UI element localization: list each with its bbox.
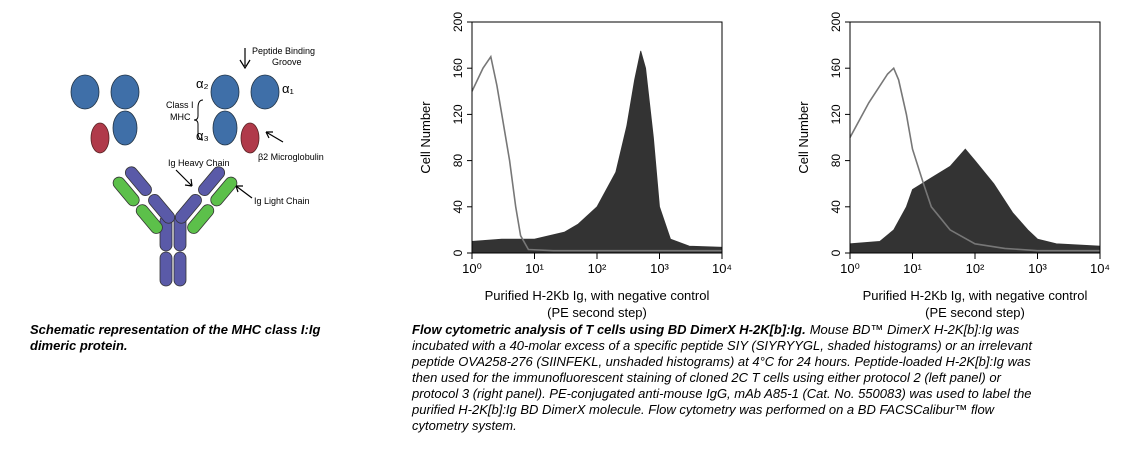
y-tick-label: 160 [829, 58, 843, 78]
y-tick-label: 120 [451, 104, 465, 124]
x-tick-label: 10² [588, 261, 607, 276]
x-axis-label: (PE second step) [925, 305, 1025, 320]
y-tick-label: 0 [451, 249, 465, 256]
unshaded-histogram [471, 54, 722, 252]
y-tick-label: 200 [451, 12, 465, 32]
label: α₁ [282, 81, 295, 96]
caption-body: Mouse BD™ DimerX H-2K[b]:Ig was incubate… [412, 322, 1032, 433]
shaded-histogram [849, 148, 1101, 254]
x-axis-label: Purified H-2Kb Ig, with negative control [485, 288, 710, 303]
label: Ig Light Chain [254, 196, 310, 206]
x-tick-label: 10⁰ [840, 261, 860, 276]
x-tick-label: 10³ [1028, 261, 1047, 276]
x-tick-label: 10² [966, 261, 985, 276]
caption: Schematic representation of the MHC clas… [30, 322, 321, 353]
label: Ig Heavy Chain [168, 158, 230, 168]
x-tick-label: 10⁰ [462, 261, 482, 276]
y-tick-label: 160 [451, 58, 465, 78]
x-axis-label: (PE second step) [547, 305, 647, 320]
label: Groove [272, 57, 302, 67]
x-axis-label: Purified H-2Kb Ig, with negative control [863, 288, 1088, 303]
y-tick-label: 0 [829, 249, 843, 256]
label: MHC [170, 112, 191, 122]
label: β2 Microglobulin [258, 152, 324, 162]
label: α₃ [196, 128, 209, 143]
caption: Flow cytometric analysis of T cells usin… [412, 322, 1037, 434]
x-tick-label: 10⁴ [1090, 261, 1110, 276]
label: α₂ [196, 76, 209, 91]
y-axis-label: Cell Number [796, 101, 811, 174]
y-tick-label: 40 [829, 200, 843, 214]
x-tick-label: 10³ [650, 261, 669, 276]
y-tick-label: 200 [829, 12, 843, 32]
label: Peptide Binding [252, 46, 315, 56]
label: Class I [166, 100, 194, 110]
y-axis-label: Cell Number [418, 101, 433, 174]
caption-title: Flow cytometric analysis of T cells usin… [412, 322, 806, 337]
shaded-histogram [471, 50, 723, 254]
x-tick-label: 10⁴ [712, 261, 732, 276]
x-tick-label: 10¹ [525, 261, 544, 276]
y-tick-label: 80 [829, 154, 843, 168]
y-tick-label: 120 [829, 104, 843, 124]
x-tick-label: 10¹ [903, 261, 922, 276]
unshaded-histogram [849, 66, 1100, 252]
y-tick-label: 40 [451, 200, 465, 214]
antibody-schematic: Peptide Binding Groove α₂ α₁ Class I MHC… [70, 46, 324, 287]
y-tick-label: 80 [451, 154, 465, 168]
